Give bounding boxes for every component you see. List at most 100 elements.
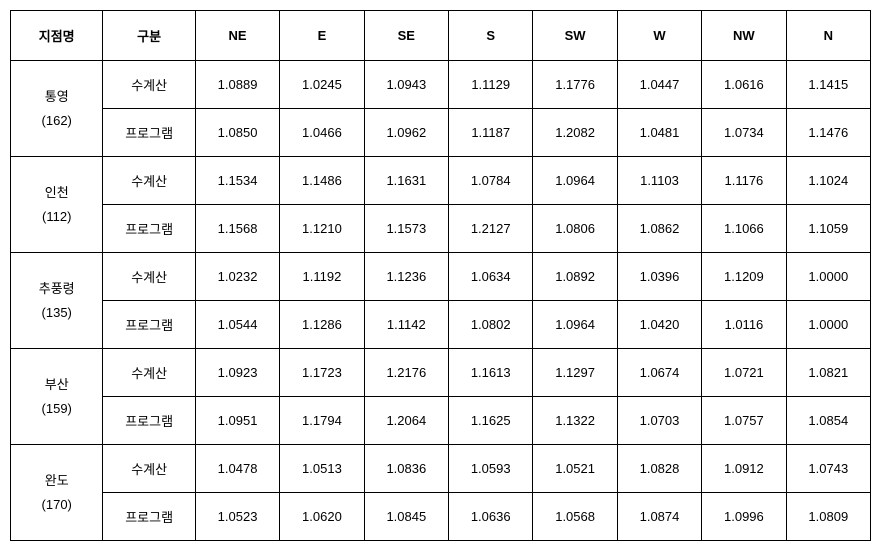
- value-cell: 1.1631: [364, 157, 448, 205]
- value-cell: 1.0568: [533, 493, 617, 541]
- header-location: 지점명: [11, 11, 103, 61]
- value-cell: 1.0523: [195, 493, 279, 541]
- value-cell: 1.0674: [617, 349, 701, 397]
- location-name: 완도: [15, 469, 98, 492]
- value-cell: 1.0951: [195, 397, 279, 445]
- value-cell: 1.1059: [786, 205, 870, 253]
- category-cell: 프로그램: [103, 205, 195, 253]
- value-cell: 1.1322: [533, 397, 617, 445]
- category-cell: 수계산: [103, 157, 195, 205]
- value-cell: 1.0396: [617, 253, 701, 301]
- value-cell: 1.1142: [364, 301, 448, 349]
- value-cell: 1.0245: [280, 61, 364, 109]
- category-cell: 프로그램: [103, 301, 195, 349]
- table-row: 프로그램1.08501.04661.09621.11871.20821.0481…: [11, 109, 871, 157]
- value-cell: 1.0996: [702, 493, 786, 541]
- value-cell: 1.1192: [280, 253, 364, 301]
- value-cell: 1.1129: [449, 61, 533, 109]
- table-row: 추풍령(135)수계산1.02321.11921.12361.06341.089…: [11, 253, 871, 301]
- value-cell: 1.0447: [617, 61, 701, 109]
- location-cell: 통영(162): [11, 61, 103, 157]
- location-cell: 추풍령(135): [11, 253, 103, 349]
- value-cell: 1.1176: [702, 157, 786, 205]
- header-nw: NW: [702, 11, 786, 61]
- location-code: (135): [15, 301, 98, 324]
- header-w: W: [617, 11, 701, 61]
- value-cell: 1.0802: [449, 301, 533, 349]
- category-cell: 프로그램: [103, 493, 195, 541]
- category-cell: 수계산: [103, 445, 195, 493]
- value-cell: 1.0478: [195, 445, 279, 493]
- value-cell: 1.0889: [195, 61, 279, 109]
- table-row: 프로그램1.05231.06201.08451.06361.05681.0874…: [11, 493, 871, 541]
- value-cell: 1.0544: [195, 301, 279, 349]
- header-sw: SW: [533, 11, 617, 61]
- value-cell: 1.0743: [786, 445, 870, 493]
- value-cell: 1.0703: [617, 397, 701, 445]
- category-cell: 수계산: [103, 253, 195, 301]
- value-cell: 1.0000: [786, 253, 870, 301]
- value-cell: 1.0862: [617, 205, 701, 253]
- value-cell: 1.1066: [702, 205, 786, 253]
- value-cell: 1.0466: [280, 109, 364, 157]
- value-cell: 1.2176: [364, 349, 448, 397]
- location-name: 추풍령: [15, 277, 98, 300]
- value-cell: 1.0892: [533, 253, 617, 301]
- location-cell: 부산(159): [11, 349, 103, 445]
- value-cell: 1.0513: [280, 445, 364, 493]
- location-cell: 완도(170): [11, 445, 103, 541]
- value-cell: 1.0784: [449, 157, 533, 205]
- value-cell: 1.0636: [449, 493, 533, 541]
- location-cell: 인천(112): [11, 157, 103, 253]
- value-cell: 1.0757: [702, 397, 786, 445]
- value-cell: 1.0809: [786, 493, 870, 541]
- table-row: 통영(162)수계산1.08891.02451.09431.11291.1776…: [11, 61, 871, 109]
- value-cell: 1.1568: [195, 205, 279, 253]
- category-cell: 수계산: [103, 61, 195, 109]
- value-cell: 1.0943: [364, 61, 448, 109]
- value-cell: 1.2127: [449, 205, 533, 253]
- value-cell: 1.0964: [533, 157, 617, 205]
- table-row: 인천(112)수계산1.15341.14861.16311.07841.0964…: [11, 157, 871, 205]
- header-category: 구분: [103, 11, 195, 61]
- value-cell: 1.1625: [449, 397, 533, 445]
- header-n: N: [786, 11, 870, 61]
- value-cell: 1.0634: [449, 253, 533, 301]
- value-cell: 1.0616: [702, 61, 786, 109]
- value-cell: 1.1103: [617, 157, 701, 205]
- location-code: (112): [15, 205, 98, 228]
- value-cell: 1.2064: [364, 397, 448, 445]
- table-row: 프로그램1.15681.12101.15731.21271.08061.0862…: [11, 205, 871, 253]
- value-cell: 1.0116: [702, 301, 786, 349]
- value-cell: 1.0593: [449, 445, 533, 493]
- location-code: (159): [15, 397, 98, 420]
- value-cell: 1.1297: [533, 349, 617, 397]
- value-cell: 1.0854: [786, 397, 870, 445]
- value-cell: 1.1286: [280, 301, 364, 349]
- header-ne: NE: [195, 11, 279, 61]
- value-cell: 1.1534: [195, 157, 279, 205]
- value-cell: 1.1187: [449, 109, 533, 157]
- value-cell: 1.0845: [364, 493, 448, 541]
- value-cell: 1.0964: [533, 301, 617, 349]
- value-cell: 1.0923: [195, 349, 279, 397]
- table-row: 프로그램1.09511.17941.20641.16251.13221.0703…: [11, 397, 871, 445]
- location-code: (170): [15, 493, 98, 516]
- value-cell: 1.1613: [449, 349, 533, 397]
- value-cell: 1.0874: [617, 493, 701, 541]
- header-se: SE: [364, 11, 448, 61]
- value-cell: 1.1415: [786, 61, 870, 109]
- header-e: E: [280, 11, 364, 61]
- table-row: 완도(170)수계산1.04781.05131.08361.05931.0521…: [11, 445, 871, 493]
- header-s: S: [449, 11, 533, 61]
- table-row: 부산(159)수계산1.09231.17231.21761.16131.1297…: [11, 349, 871, 397]
- value-cell: 1.0828: [617, 445, 701, 493]
- value-cell: 1.0806: [533, 205, 617, 253]
- table-row: 프로그램1.05441.12861.11421.08021.09641.0420…: [11, 301, 871, 349]
- value-cell: 1.0481: [617, 109, 701, 157]
- value-cell: 1.0000: [786, 301, 870, 349]
- value-cell: 1.1486: [280, 157, 364, 205]
- value-cell: 1.0620: [280, 493, 364, 541]
- value-cell: 1.1794: [280, 397, 364, 445]
- table-body: 통영(162)수계산1.08891.02451.09431.11291.1776…: [11, 61, 871, 541]
